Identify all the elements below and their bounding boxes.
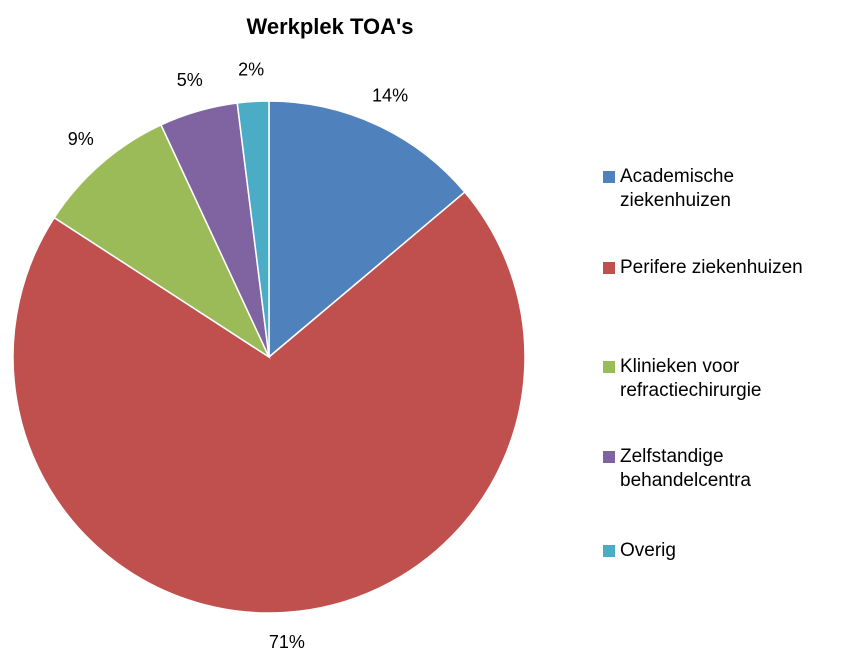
legend-swatch — [603, 171, 615, 183]
legend-swatch — [603, 545, 615, 557]
pie-slice — [236, 100, 270, 358]
legend-swatch — [603, 361, 615, 373]
data-label: 71% — [269, 632, 305, 652]
legend-label: Klinieken voor refractiechirurgie — [620, 356, 762, 401]
legend-item: Academische ziekenhuizen — [603, 165, 818, 213]
data-label: 5% — [177, 70, 203, 90]
legend-item: Klinieken voor refractiechirurgie — [603, 355, 818, 403]
legend-label: Academische ziekenhuizen — [620, 166, 735, 211]
legend-swatch — [603, 451, 615, 463]
data-label: 14% — [372, 86, 408, 106]
legend-label: Perifere ziekenhuizen — [620, 257, 803, 278]
legend-label: Zelfstandige behandelcentra — [620, 446, 751, 491]
chart-title: Werkplek TOA's — [246, 14, 413, 39]
legend-item: Perifere ziekenhuizen — [603, 256, 818, 280]
pie-slice — [53, 123, 271, 360]
data-label: 2% — [238, 59, 264, 79]
legend-swatch — [603, 262, 615, 274]
legend-label: Overig — [620, 540, 676, 561]
pie-slice — [268, 100, 466, 359]
data-label: 9% — [68, 129, 94, 149]
pie-slice — [12, 191, 526, 614]
legend-item: Zelfstandige behandelcentra — [603, 445, 818, 493]
legend-item: Overig — [603, 539, 818, 563]
